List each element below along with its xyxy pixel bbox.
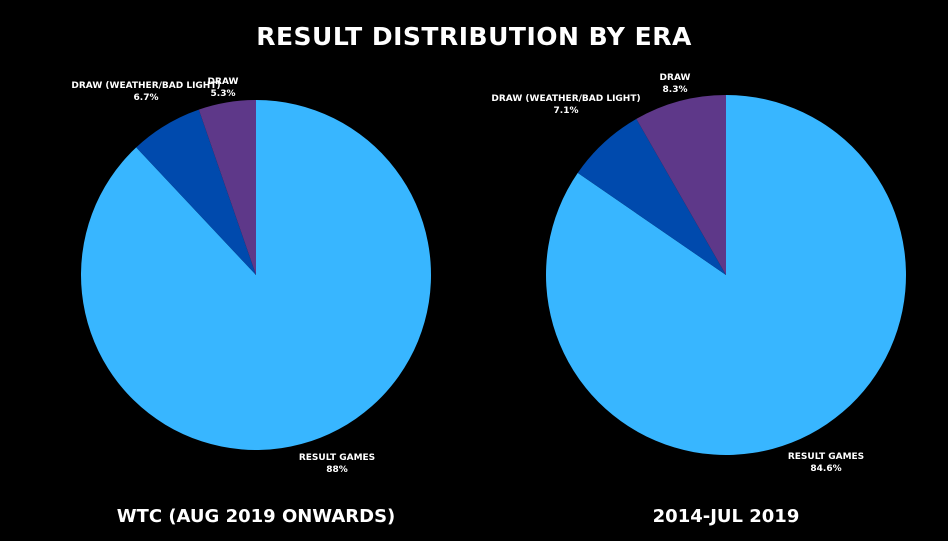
slice-label-draw: DRAW — [208, 77, 239, 87]
slice-label-draw-weather-bad-light: DRAW (WEATHER/BAD LIGHT) — [71, 81, 220, 91]
pie-slice-result-games — [546, 95, 907, 455]
pie-slice-draw — [198, 100, 256, 275]
pie-chart-pre-wtc: RESULT GAMES 84.6% DRAW (WEATHER/BAD LIGHT… — [491, 73, 907, 527]
pie-slice-draw — [636, 95, 726, 275]
slice-value-draw: 5.3% — [211, 89, 236, 99]
slice-value-result-games: 88% — [326, 465, 348, 475]
slice-value-draw: 8.3% — [663, 85, 688, 95]
slice-value-draw-weather-bad-light: 7.1% — [554, 106, 579, 116]
slice-label-result-games: RESULT GAMES — [299, 453, 375, 463]
pie-slice-draw-weather-bad-light — [136, 109, 256, 276]
slice-label-draw: DRAW — [660, 73, 691, 83]
chart-caption: 2014-JUL 2019 — [653, 506, 800, 527]
page-title: RESULT DISTRIBUTION BY ERA — [256, 22, 692, 51]
chart-caption: WTC (AUG 2019 ONWARDS) — [117, 506, 396, 527]
slice-label-result-games: RESULT GAMES — [788, 452, 864, 462]
slice-label-draw-weather-bad-light: DRAW (WEATHER/BAD LIGHT) — [491, 94, 640, 104]
slice-value-draw-weather-bad-light: 6.7% — [134, 93, 159, 103]
pie-chart-wtc: RESULT GAMES 88% DRAW (WEATHER/BAD LIGHT) 6… — [71, 77, 431, 527]
pie-slice-draw-weather-bad-light — [577, 118, 726, 275]
slice-value-result-games: 84.6% — [810, 464, 841, 474]
